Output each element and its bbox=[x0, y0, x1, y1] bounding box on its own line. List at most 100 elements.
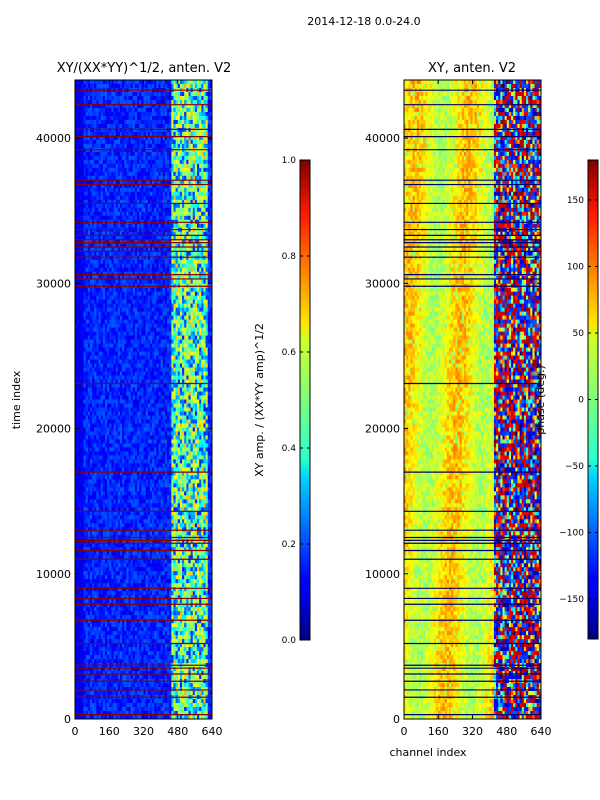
amplitude-heatmap-cell bbox=[85, 339, 89, 344]
amplitude-heatmap-cell bbox=[167, 211, 170, 217]
amplitude-heatmap-cell bbox=[197, 107, 200, 113]
amplitude-heatmap-cell bbox=[184, 179, 187, 185]
amplitude-heatmap-cell bbox=[147, 215, 151, 221]
amplitude-heatmap-cell bbox=[77, 379, 80, 384]
amplitude-heatmap-cell bbox=[81, 247, 84, 253]
amplitude-heatmap-cell bbox=[134, 215, 138, 221]
amplitude-heatmap-cell bbox=[100, 187, 104, 193]
amplitude-heatmap-cell bbox=[160, 239, 164, 245]
amplitude-heatmap-cell bbox=[102, 175, 106, 181]
amplitude-heatmap-cell bbox=[98, 335, 101, 340]
amplitude-heatmap-cell bbox=[143, 111, 146, 117]
amplitude-heatmap-cell bbox=[92, 91, 95, 97]
amplitude-heatmap-cell bbox=[192, 363, 196, 368]
amplitude-heatmap-cell bbox=[126, 295, 129, 300]
amplitude-heatmap-cell bbox=[111, 343, 114, 348]
amplitude-heatmap-cell bbox=[164, 303, 168, 308]
amplitude-heatmap-cell bbox=[171, 199, 174, 205]
amplitude-heatmap-cell bbox=[147, 303, 151, 308]
amplitude-heatmap-cell bbox=[154, 367, 157, 372]
amplitude-heatmap-cell bbox=[201, 171, 204, 177]
amplitude-heatmap-cell bbox=[115, 99, 119, 105]
amplitude-heatmap-cell bbox=[130, 279, 134, 284]
amplitude-heatmap-cell bbox=[81, 223, 84, 229]
amplitude-heatmap-cell bbox=[177, 347, 181, 352]
amplitude-heatmap-cell bbox=[107, 291, 110, 296]
amplitude-heatmap-cell bbox=[177, 171, 181, 177]
amplitude-heatmap-cell bbox=[209, 235, 212, 241]
amplitude-heatmap-cell bbox=[139, 143, 142, 149]
amplitude-heatmap-cell bbox=[152, 363, 155, 368]
amplitude-heatmap-cell bbox=[162, 279, 166, 284]
amplitude-heatmap-cell bbox=[188, 331, 191, 336]
amplitude-heatmap-cell bbox=[173, 191, 176, 197]
amplitude-heatmap-cell bbox=[132, 343, 136, 348]
amplitude-heatmap-cell bbox=[92, 167, 95, 173]
amplitude-heatmap-cell bbox=[177, 351, 181, 356]
amplitude-heatmap-cell bbox=[162, 191, 166, 197]
amplitude-heatmap-cell bbox=[126, 179, 129, 185]
amplitude-heatmap-cell bbox=[143, 275, 146, 280]
amplitude-heatmap-cell bbox=[203, 103, 206, 109]
amplitude-heatmap-cell bbox=[143, 351, 146, 356]
amplitude-heatmap-cell bbox=[207, 143, 211, 149]
amplitude-heatmap-cell bbox=[192, 119, 196, 125]
amplitude-heatmap-cell bbox=[209, 323, 212, 328]
amplitude-heatmap-cell bbox=[209, 247, 212, 253]
amplitude-heatmap-cell bbox=[205, 167, 209, 173]
amplitude-heatmap-cell bbox=[94, 235, 97, 241]
amplitude-heatmap-cell bbox=[147, 231, 151, 237]
amplitude-heatmap-cell bbox=[102, 211, 106, 217]
amplitude-heatmap-cell bbox=[173, 83, 176, 89]
amplitude-heatmap-cell bbox=[102, 135, 106, 141]
amplitude-heatmap-cell bbox=[92, 223, 95, 229]
amplitude-heatmap-cell bbox=[199, 335, 202, 340]
amplitude-heatmap-cell bbox=[156, 267, 159, 272]
amplitude-heatmap-cell bbox=[89, 327, 93, 332]
amplitude-heatmap-cell bbox=[130, 263, 134, 269]
amplitude-heatmap-cell bbox=[154, 307, 157, 312]
amplitude-heatmap-cell bbox=[77, 211, 80, 217]
amplitude-heatmap-cell bbox=[128, 207, 131, 213]
amplitude-heatmap-cell bbox=[87, 171, 91, 177]
amplitude-heatmap-cell bbox=[122, 355, 125, 360]
amplitude-heatmap-cell bbox=[149, 175, 153, 181]
amplitude-heatmap-cell bbox=[141, 95, 144, 101]
amplitude-heatmap-cell bbox=[184, 319, 187, 324]
amplitude-heatmap-cell bbox=[117, 363, 121, 368]
amplitude-heatmap-cell bbox=[158, 199, 161, 205]
amplitude-heatmap-cell bbox=[141, 343, 144, 348]
amplitude-heatmap-cell bbox=[87, 327, 91, 332]
amplitude-heatmap-cell bbox=[89, 171, 93, 177]
amplitude-heatmap-cell bbox=[111, 91, 114, 97]
amplitude-heatmap-cell bbox=[184, 247, 187, 253]
amplitude-heatmap-cell bbox=[143, 83, 146, 89]
amplitude-heatmap-cell bbox=[79, 347, 82, 352]
amplitude-heatmap-cell bbox=[130, 80, 134, 85]
amplitude-heatmap-cell bbox=[119, 151, 123, 157]
amplitude-heatmap-cell bbox=[209, 183, 212, 189]
amplitude-heatmap-cell bbox=[119, 235, 123, 241]
amplitude-heatmap-cell bbox=[113, 287, 116, 292]
amplitude-heatmap-cell bbox=[137, 371, 140, 376]
amplitude-heatmap-cell bbox=[137, 139, 140, 145]
amplitude-heatmap-cell bbox=[156, 167, 159, 173]
amplitude-heatmap-cell bbox=[139, 291, 142, 296]
amplitude-heatmap-cell bbox=[104, 299, 108, 304]
amplitude-heatmap-cell bbox=[209, 303, 212, 308]
amplitude-heatmap-cell bbox=[134, 123, 138, 129]
amplitude-heatmap-cell bbox=[113, 239, 116, 245]
amplitude-heatmap-cell bbox=[145, 95, 149, 101]
amplitude-heatmap-cell bbox=[92, 255, 95, 261]
amplitude-heatmap-cell bbox=[154, 383, 157, 388]
amplitude-heatmap-cell bbox=[209, 271, 212, 276]
amplitude-heatmap-cell bbox=[209, 387, 212, 392]
amplitude-heatmap-cell bbox=[89, 255, 93, 261]
amplitude-heatmap-cell bbox=[171, 167, 174, 173]
amplitude-heatmap-cell bbox=[94, 191, 97, 197]
amplitude-heatmap-cell bbox=[203, 131, 206, 137]
amplitude-heatmap-cell bbox=[162, 207, 166, 213]
amplitude-heatmap-cell bbox=[139, 287, 142, 292]
amplitude-heatmap-cell bbox=[186, 127, 189, 133]
amplitude-heatmap-cell bbox=[89, 347, 93, 352]
